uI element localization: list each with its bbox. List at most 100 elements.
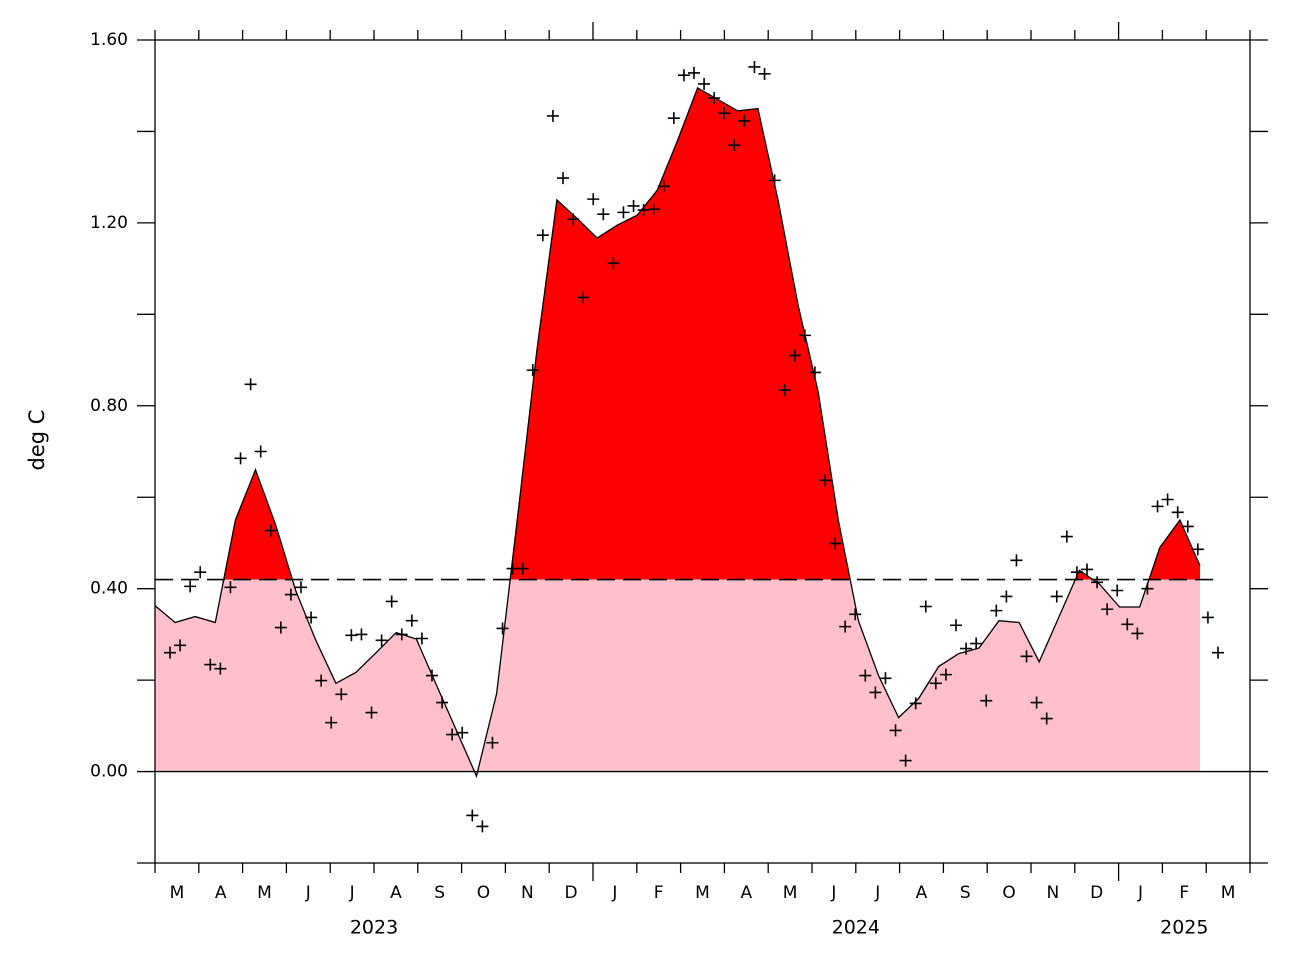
point-marker xyxy=(728,139,741,152)
x-tick-label: O xyxy=(1002,883,1015,903)
point-marker xyxy=(264,524,277,537)
point-marker xyxy=(1101,603,1114,616)
x-tick-label: N xyxy=(521,883,534,903)
point-marker xyxy=(617,206,630,219)
point-marker xyxy=(375,634,388,647)
point-marker xyxy=(536,229,549,242)
point-marker xyxy=(980,694,993,707)
area-below xyxy=(155,579,1200,777)
point-marker xyxy=(869,686,882,699)
point-marker xyxy=(194,566,207,579)
point-marker xyxy=(889,724,902,737)
point-marker xyxy=(960,642,973,655)
point-marker xyxy=(1151,500,1164,513)
point-marker xyxy=(1081,563,1093,576)
point-marker xyxy=(667,112,680,125)
point-marker xyxy=(1030,696,1043,709)
point-marker xyxy=(446,728,459,741)
point-marker xyxy=(929,677,942,690)
x-tick-label: J xyxy=(349,883,355,903)
point-marker xyxy=(234,452,247,465)
point-marker xyxy=(315,674,328,687)
point-marker xyxy=(436,696,449,709)
x-tick-label: M xyxy=(170,883,185,903)
point-marker xyxy=(254,445,267,458)
point-marker xyxy=(345,629,358,642)
point-marker xyxy=(577,291,590,304)
point-marker xyxy=(1131,627,1144,640)
point-marker xyxy=(224,581,237,594)
point-marker xyxy=(1171,506,1184,519)
point-marker xyxy=(1191,543,1204,556)
area-above xyxy=(223,88,1200,580)
point-marker xyxy=(970,637,983,650)
point-marker xyxy=(698,77,711,90)
y-tick-label: 0.00 xyxy=(90,762,128,782)
plot-frame xyxy=(154,39,1251,864)
point-marker xyxy=(657,180,670,193)
point-marker xyxy=(174,639,187,652)
point-marker xyxy=(557,172,569,185)
point-marker xyxy=(1161,493,1174,506)
x-tick-label: A xyxy=(916,883,928,903)
year-label: 2023 xyxy=(350,917,398,939)
point-marker xyxy=(1212,646,1224,659)
point-marker xyxy=(1111,584,1124,597)
point-marker xyxy=(284,588,297,601)
year-label: 2025 xyxy=(1160,917,1208,939)
point-marker xyxy=(768,174,781,187)
point-marker xyxy=(456,726,469,739)
point-marker xyxy=(295,581,307,594)
x-tick-label: N xyxy=(1047,883,1060,903)
point-marker xyxy=(244,378,257,391)
point-marker xyxy=(466,809,479,822)
point-marker xyxy=(990,604,1003,617)
x-tick-label: O xyxy=(477,883,490,903)
x-tick-label: S xyxy=(434,883,445,903)
point-marker xyxy=(395,628,408,641)
point-marker xyxy=(184,580,197,593)
point-marker xyxy=(426,669,438,682)
x-tick-label: J xyxy=(1137,883,1143,903)
point-marker xyxy=(1010,554,1023,567)
point-marker xyxy=(1201,611,1214,624)
point-marker xyxy=(587,193,600,206)
point-marker xyxy=(748,60,761,73)
point-marker xyxy=(1050,590,1063,603)
point-marker xyxy=(909,697,922,710)
point-marker xyxy=(355,628,368,641)
x-tick-label: D xyxy=(565,883,578,903)
point-marker xyxy=(1121,618,1134,631)
point-marker xyxy=(939,668,952,681)
point-marker xyxy=(607,257,620,270)
point-marker xyxy=(677,69,690,82)
point-marker xyxy=(718,107,731,120)
point-marker xyxy=(819,474,831,487)
x-tick-label: J xyxy=(830,883,836,903)
y-axis-label: deg C xyxy=(25,410,49,471)
point-marker xyxy=(335,688,348,701)
point-marker xyxy=(365,706,378,719)
point-marker xyxy=(405,614,418,627)
y-tick-label: 1.20 xyxy=(90,213,128,233)
point-marker xyxy=(859,669,872,682)
point-marker xyxy=(849,608,862,621)
y-tick-label: 0.40 xyxy=(90,579,128,599)
point-marker xyxy=(758,67,771,80)
point-marker xyxy=(325,716,338,729)
point-marker xyxy=(516,562,529,575)
point-marker xyxy=(164,646,176,659)
point-marker xyxy=(486,736,499,749)
point-marker xyxy=(274,621,287,634)
point-marker xyxy=(415,632,428,645)
point-marker xyxy=(546,109,559,122)
point-marker xyxy=(919,600,932,613)
point-marker xyxy=(1060,530,1073,543)
x-tick-label: M xyxy=(1221,883,1236,903)
point-marker xyxy=(899,754,912,767)
point-marker xyxy=(808,366,821,379)
point-marker xyxy=(950,619,962,632)
year-label: 2024 xyxy=(832,917,880,939)
point-marker xyxy=(526,364,539,377)
